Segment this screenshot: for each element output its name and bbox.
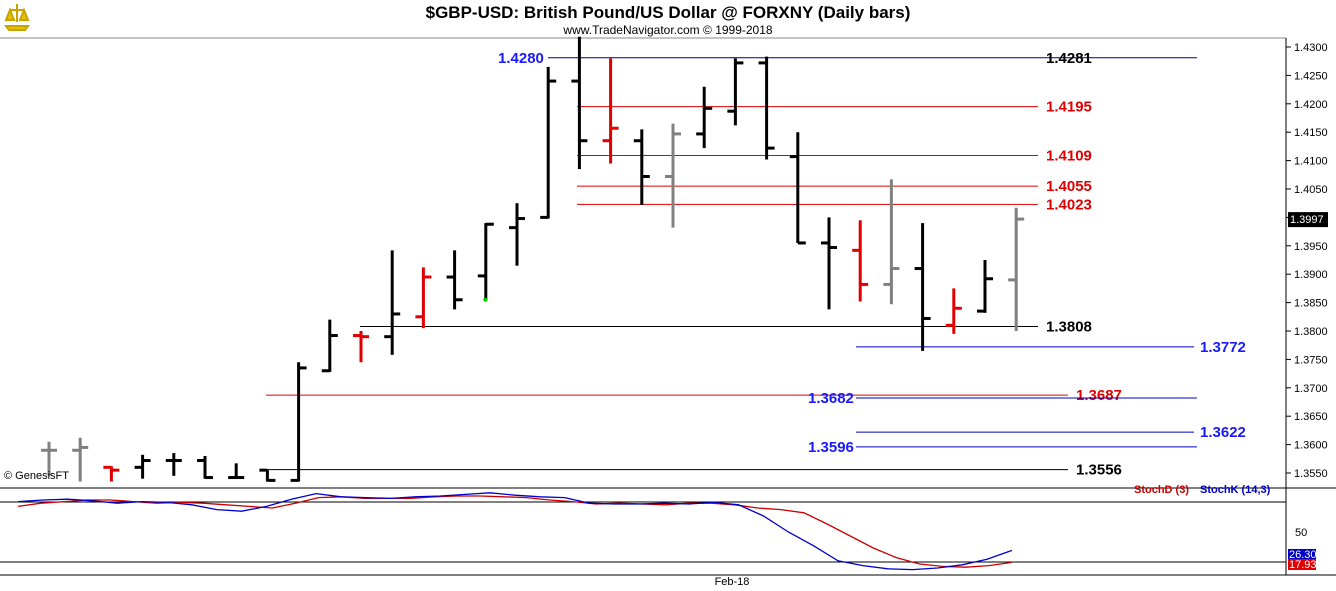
- level-label: 1.3556: [1076, 462, 1122, 479]
- ohlc-bar: [41, 441, 57, 476]
- stochd-line: [17, 495, 1013, 568]
- marker-dot: [483, 297, 488, 302]
- price-tick-label: 1.3650: [1294, 411, 1328, 423]
- ohlc-bar: [197, 455, 213, 480]
- stochk-line: [17, 492, 1013, 571]
- ohlc-bar: [72, 437, 89, 482]
- ohlc-bar: [165, 453, 182, 476]
- stoch-tick-50: 50: [1295, 527, 1307, 539]
- ohlc-bar: [446, 250, 463, 310]
- ohlc-bar: [259, 468, 276, 482]
- ohlc-bar: [571, 36, 588, 170]
- price-tick-label: 1.3800: [1294, 326, 1328, 338]
- ohlc-bar: [1008, 207, 1025, 331]
- ohlc-bar: [821, 217, 837, 310]
- level-label: 1.3687: [1076, 387, 1122, 404]
- stochastic-panel: [0, 501, 1336, 576]
- ohlc-bar: [665, 123, 681, 228]
- ohlc-bar: [883, 179, 900, 305]
- level-label: 1.4055: [1046, 178, 1092, 195]
- ohlc-bar: [353, 331, 369, 363]
- level-left-label: 1.4280: [498, 50, 544, 67]
- price-tick-label: 1.3700: [1294, 383, 1328, 395]
- price-tick-label: 1.3850: [1294, 298, 1328, 310]
- ohlc-bar: [977, 260, 993, 313]
- ohlc-bar: [727, 58, 744, 126]
- level-label: 1.3772: [1200, 339, 1246, 356]
- price-tick-label: 1.4050: [1294, 184, 1328, 196]
- legend-stochk: StochK (14,3): [1200, 484, 1271, 496]
- ohlc-bar: [696, 86, 713, 149]
- price-tick-label: 1.4200: [1294, 99, 1328, 111]
- genesis-logo-icon: [3, 2, 31, 32]
- price-tick-label: 1.3600: [1294, 440, 1328, 452]
- level-label: 1.4281: [1046, 50, 1092, 67]
- stochastic-lines: [17, 492, 1013, 571]
- chart-subtitle: www.TradeNavigator.com © 1999-2018: [562, 23, 772, 37]
- ohlc-bar: [540, 66, 557, 219]
- legend-stochd: StochD (3): [1134, 484, 1189, 496]
- last-price-value: 1.3997: [1290, 214, 1324, 226]
- price-tick-label: 1.3550: [1294, 468, 1328, 480]
- level-label: 1.4195: [1046, 99, 1092, 116]
- price-tick-label: 1.4300: [1294, 42, 1328, 54]
- ohlc-bar: [789, 132, 806, 245]
- ohlc-bar: [509, 203, 525, 266]
- watermark: © GenesisFT: [4, 470, 69, 482]
- ohlc-bar: [384, 250, 401, 355]
- x-axis-label: Feb-18: [715, 576, 750, 588]
- price-tick-label: 1.3950: [1294, 241, 1328, 253]
- price-axis: 1.3550 1.3600 1.3650 1.3700 1.3750 1.3800 1.38…: [1286, 42, 1328, 480]
- ohlc-bar: [321, 319, 338, 373]
- level-label: 1.3596: [808, 439, 854, 456]
- ohlc-bar: [602, 58, 619, 164]
- ohlc-bar: [914, 223, 931, 351]
- stoch-last-values: 26.30 17.93: [1288, 549, 1317, 571]
- ohlc-bar: [415, 267, 432, 329]
- price-panel: [0, 37, 1336, 575]
- level-label: 1.3808: [1046, 318, 1092, 335]
- last-price-label: 1.3997: [1288, 212, 1328, 228]
- stoch-last-k: 26.30: [1289, 549, 1317, 561]
- ohlc-bar: [290, 362, 307, 482]
- price-tick-label: 1.3900: [1294, 269, 1328, 281]
- price-tick-label: 1.4150: [1294, 127, 1328, 139]
- price-tick-label: 1.3750: [1294, 354, 1328, 366]
- ohlc-bar: [134, 454, 151, 479]
- level-label: 1.4109: [1046, 147, 1092, 164]
- ohlc-bar: [633, 129, 650, 205]
- ohlc-bar: [852, 220, 869, 302]
- level-label: 1.4023: [1046, 196, 1092, 213]
- ohlc-bar: [103, 465, 120, 482]
- price-bars: [41, 36, 1025, 482]
- ohlc-bar: [477, 222, 494, 301]
- price-tick-label: 1.4250: [1294, 70, 1328, 82]
- ohlc-bar: [228, 463, 245, 480]
- level-label: 1.3682: [808, 390, 854, 407]
- level-label: 1.3622: [1200, 424, 1246, 441]
- chart-title: $GBP-USD: British Pound/US Dollar @ FORX…: [426, 3, 911, 22]
- ohlc-bar: [945, 288, 962, 334]
- ohlc-bar: [758, 56, 775, 160]
- stoch-last-d: 17.93: [1289, 559, 1317, 571]
- price-tick-label: 1.4100: [1294, 156, 1328, 168]
